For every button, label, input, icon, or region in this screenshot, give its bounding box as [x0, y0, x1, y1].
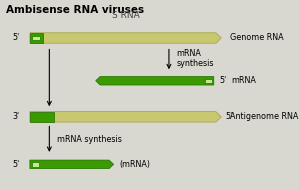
Text: mRNA
synthesis: mRNA synthesis: [176, 49, 214, 68]
Text: 5': 5': [220, 76, 227, 85]
FancyBboxPatch shape: [32, 162, 39, 166]
Text: 5': 5': [226, 112, 233, 121]
FancyBboxPatch shape: [205, 79, 212, 83]
Text: mRNA: mRNA: [232, 76, 257, 85]
Text: S RNA: S RNA: [112, 11, 139, 20]
Polygon shape: [96, 77, 214, 85]
FancyBboxPatch shape: [32, 36, 40, 40]
Text: 5': 5': [12, 160, 19, 169]
Text: 5': 5': [12, 33, 19, 43]
Polygon shape: [30, 33, 43, 43]
Text: (mRNA): (mRNA): [120, 160, 151, 169]
Polygon shape: [30, 112, 54, 122]
Polygon shape: [30, 33, 221, 43]
Text: Antigenome RNA: Antigenome RNA: [230, 112, 299, 121]
Text: Genome RNA: Genome RNA: [230, 33, 284, 43]
Polygon shape: [30, 112, 221, 122]
Polygon shape: [30, 160, 114, 169]
Text: mRNA synthesis: mRNA synthesis: [57, 135, 122, 144]
Text: 3': 3': [12, 112, 19, 121]
Text: Ambisense RNA viruses: Ambisense RNA viruses: [6, 5, 144, 15]
